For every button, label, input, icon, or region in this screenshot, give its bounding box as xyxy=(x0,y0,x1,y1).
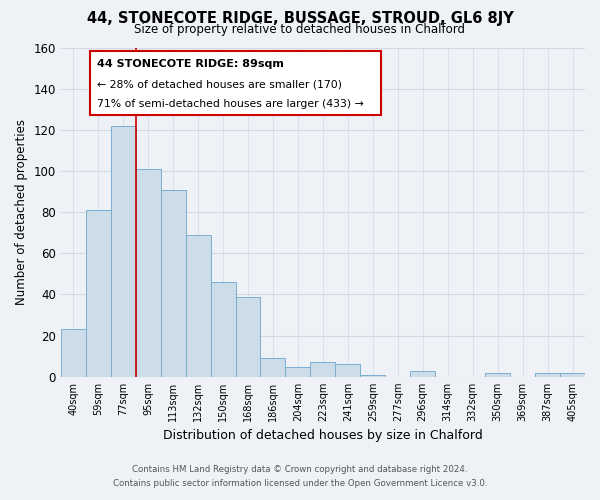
Text: Size of property relative to detached houses in Chalford: Size of property relative to detached ho… xyxy=(134,22,466,36)
Bar xyxy=(410,370,435,377)
Bar xyxy=(236,296,260,377)
Bar xyxy=(560,372,585,377)
Bar xyxy=(61,330,86,377)
Bar xyxy=(185,235,211,377)
Bar xyxy=(136,169,161,377)
Bar xyxy=(361,374,385,377)
Bar xyxy=(260,358,286,377)
Text: 71% of semi-detached houses are larger (433) →: 71% of semi-detached houses are larger (… xyxy=(97,99,364,109)
Y-axis label: Number of detached properties: Number of detached properties xyxy=(15,119,28,305)
Text: 44, STONECOTE RIDGE, BUSSAGE, STROUD, GL6 8JY: 44, STONECOTE RIDGE, BUSSAGE, STROUD, GL… xyxy=(86,11,514,26)
Bar xyxy=(86,210,111,377)
Text: 44 STONECOTE RIDGE: 89sqm: 44 STONECOTE RIDGE: 89sqm xyxy=(97,59,284,69)
Bar xyxy=(335,364,361,377)
Text: Contains HM Land Registry data © Crown copyright and database right 2024.
Contai: Contains HM Land Registry data © Crown c… xyxy=(113,466,487,487)
FancyBboxPatch shape xyxy=(89,51,380,115)
Bar xyxy=(535,372,560,377)
X-axis label: Distribution of detached houses by size in Chalford: Distribution of detached houses by size … xyxy=(163,430,483,442)
Bar xyxy=(310,362,335,377)
Bar xyxy=(485,372,510,377)
Bar xyxy=(111,126,136,377)
Bar xyxy=(161,190,185,377)
Bar xyxy=(211,282,236,377)
Bar xyxy=(286,366,310,377)
Text: ← 28% of detached houses are smaller (170): ← 28% of detached houses are smaller (17… xyxy=(97,79,343,89)
